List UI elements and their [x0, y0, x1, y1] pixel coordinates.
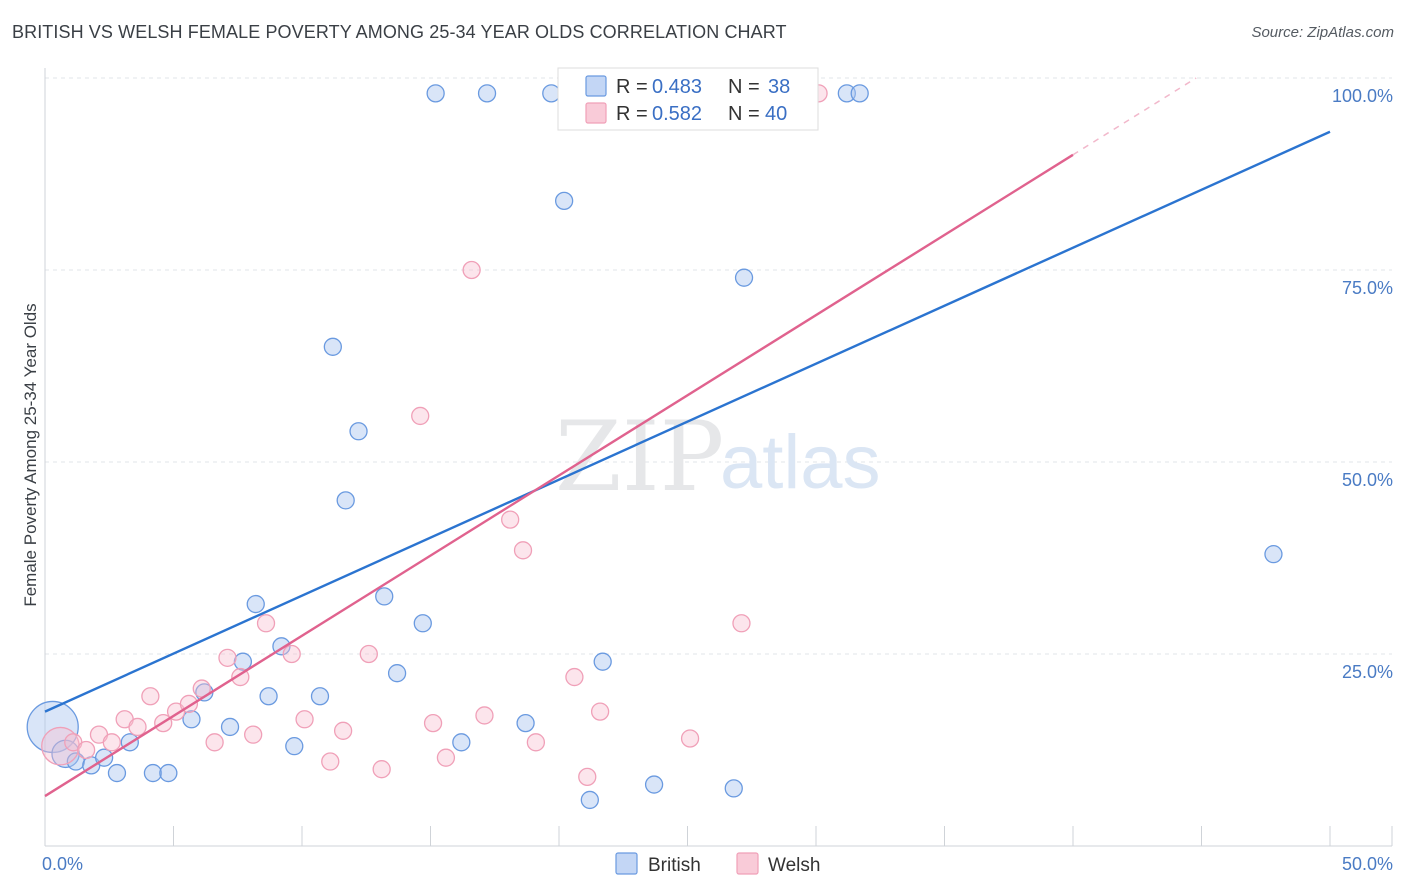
british-point-9 [182, 710, 201, 729]
legend-n-label-welsh: N = [728, 103, 760, 125]
welsh-point-4 [102, 733, 121, 752]
british-point-24 [426, 84, 445, 103]
welsh-point-18 [295, 710, 314, 729]
british-point-22 [387, 664, 407, 683]
british-point-21 [375, 587, 394, 606]
british-point-7 [143, 763, 163, 783]
y-tick-labels: 25.0% 50.0% 75.0% 100.0% [1332, 86, 1393, 682]
legend-r-value-welsh: 0.582 [652, 103, 702, 125]
x-tick-label-0: 0.0% [42, 854, 83, 874]
watermark-atlas: atlas [720, 420, 881, 505]
british-point-37 [1264, 545, 1283, 564]
british-point-13 [246, 594, 265, 614]
british-point-18 [323, 337, 342, 356]
welsh-point-13 [218, 648, 237, 667]
british-point-32 [644, 775, 664, 794]
welsh-point-30 [526, 733, 546, 752]
british-point-31 [593, 652, 612, 671]
british-point-19 [336, 491, 355, 510]
legend-swatch-british [585, 75, 607, 97]
british-trend-line [44, 130, 1331, 713]
welsh-point-38 [732, 614, 751, 633]
welsh-trend-line [44, 153, 1074, 798]
axes [44, 68, 1393, 847]
welsh-point-24 [423, 713, 443, 733]
british-point-29 [542, 84, 561, 103]
welsh-point-15 [244, 725, 263, 744]
legend-swatch-british-bottom [615, 852, 638, 875]
british-point-8 [159, 763, 178, 783]
x-tick-labels: 0.0% 50.0% [42, 854, 1393, 874]
welsh-point-25 [436, 748, 456, 767]
british-point-33 [724, 779, 743, 798]
chart-title: BRITISH VS WELSH FEMALE POVERTY AMONG 25… [12, 22, 787, 42]
british-point-35 [837, 84, 856, 103]
welsh-point-12 [205, 733, 224, 752]
y-tick-label-1: 50.0% [1342, 470, 1393, 490]
british-point-20 [349, 422, 368, 441]
legend-n-value-welsh: 40 [765, 103, 787, 125]
trend-lines [44, 77, 1331, 798]
british-point-25 [452, 733, 471, 752]
british-point-27 [516, 713, 535, 733]
british-point-11 [220, 717, 240, 737]
welsh-point-27 [475, 706, 494, 725]
welsh-point-26 [462, 260, 481, 280]
welsh-point-16 [256, 614, 276, 633]
welsh-point-17 [282, 644, 301, 664]
welsh-point-33 [590, 702, 610, 721]
welsh-point-20 [333, 721, 353, 740]
legend-n-value-british: 38 [768, 76, 790, 98]
legend-label-welsh: Welsh [768, 855, 820, 876]
legend-r-label-welsh: R = [616, 103, 648, 125]
welsh-point-37 [680, 729, 700, 748]
legend-n-label-british: N = [728, 76, 760, 98]
source-credit: Source: ZipAtlas.com [1251, 24, 1394, 41]
welsh-point-7 [141, 687, 160, 706]
british-point-26 [477, 84, 497, 103]
welsh-point-21 [359, 644, 378, 664]
legend-r-value-british: 0.483 [652, 76, 702, 98]
british-point-17 [310, 687, 330, 706]
welsh-point-19 [321, 752, 340, 771]
british-point-23 [413, 614, 432, 633]
y-tick-label-2: 75.0% [1342, 278, 1393, 298]
x-tick-label-1: 50.0% [1342, 854, 1393, 874]
welsh-point-6 [128, 717, 147, 737]
british-point-14 [259, 687, 278, 706]
y-tick-label-3: 100.0% [1332, 86, 1393, 106]
british-point-34 [734, 268, 754, 287]
series-legend: British Welsh [615, 852, 820, 876]
gridlines [45, 77, 1392, 655]
welsh-point-32 [578, 767, 597, 787]
british-point-28 [554, 191, 574, 211]
welsh-point-28 [501, 510, 520, 529]
legend-swatch-welsh [585, 102, 607, 124]
welsh-point-2 [76, 740, 96, 760]
welsh-point-22 [372, 760, 391, 779]
y-axis-label: Female Poverty Among 25-34 Year Olds [21, 303, 40, 606]
stats-legend: R = 0.483 N = 38 R = 0.582 N = 40 [557, 67, 819, 131]
welsh-point-29 [513, 541, 533, 560]
british-point-5 [107, 763, 127, 783]
watermark-zip: ZIP [555, 401, 724, 513]
welsh-point-31 [565, 667, 584, 687]
welsh-point-23 [411, 406, 430, 426]
legend-label-british: British [648, 855, 701, 876]
british-point-36 [850, 84, 869, 103]
welsh-trend-extension [1072, 77, 1197, 156]
british-point-16 [285, 737, 304, 756]
british-point-30 [580, 790, 599, 810]
legend-swatch-welsh-bottom [736, 852, 759, 875]
y-tick-label-0: 25.0% [1342, 662, 1393, 682]
legend-r-label-british: R = [616, 76, 648, 98]
